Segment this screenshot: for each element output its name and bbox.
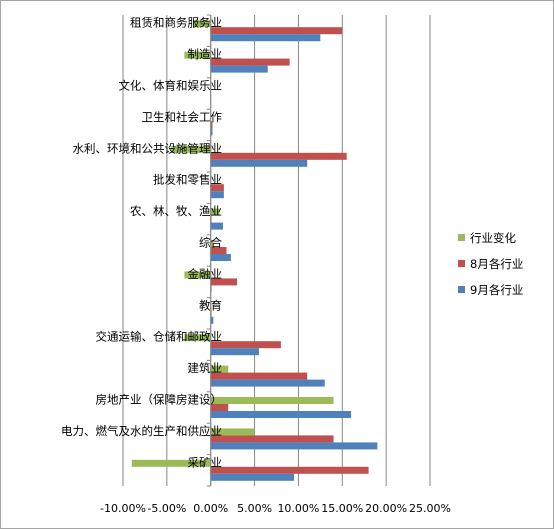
category-label: 教育 bbox=[199, 298, 222, 312]
legend-label: 9月各行业 bbox=[470, 283, 523, 297]
legend-item-8月各行业[interactable]: 8月各行业 bbox=[458, 257, 523, 271]
bar-行业变化-采矿业 bbox=[131, 459, 211, 467]
bar-9月各行业-水利、环境和公共设施管理业 bbox=[210, 159, 308, 167]
legend-item-行业变化[interactable]: 行业变化 bbox=[458, 231, 516, 245]
bar-行业变化-制造业 bbox=[184, 51, 211, 59]
category-label: 建筑业 bbox=[188, 361, 223, 375]
bar-行业变化-交通运输、仓储和邮政业 bbox=[184, 334, 211, 342]
category-label: 综合 bbox=[199, 236, 222, 250]
legend-label: 8月各行业 bbox=[470, 257, 523, 271]
category-label: 采矿业 bbox=[188, 455, 223, 469]
category-label: 批发和零售业 bbox=[153, 173, 222, 187]
bar-9月各行业-卫生和社会工作 bbox=[210, 128, 213, 136]
x-tick-label: -5.00% bbox=[147, 502, 186, 515]
bar-9月各行业-综合 bbox=[210, 254, 231, 261]
bar-8月各行业-电力、燃气及水的生产和供应业 bbox=[210, 435, 334, 443]
legend-item-9月各行业[interactable]: 9月各行业 bbox=[458, 283, 523, 297]
legend-label: 行业变化 bbox=[470, 231, 516, 245]
bar-8月各行业-金融业 bbox=[210, 278, 238, 286]
x-tick-label: 5.00% bbox=[237, 502, 272, 515]
bar-8月各行业-水利、环境和公共设施管理业 bbox=[210, 152, 347, 160]
bar-9月各行业-农、林、牧、渔业 bbox=[210, 222, 223, 230]
bar-行业变化-农、林、牧、渔业 bbox=[210, 208, 220, 216]
category-label: 制造业 bbox=[188, 47, 223, 61]
category-label: 交通运输、仓储和邮政业 bbox=[96, 330, 223, 344]
bar-9月各行业-批发和零售业 bbox=[210, 191, 224, 199]
bar-行业变化-电力、燃气及水的生产和供应业 bbox=[210, 428, 255, 436]
x-tick-label: 10.00% bbox=[277, 502, 319, 515]
bar-8月各行业-交通运输、仓储和邮政业 bbox=[210, 341, 281, 349]
bar-8月各行业-制造业 bbox=[210, 58, 290, 66]
category-label: 水利、环境和公共设施管理业 bbox=[73, 141, 223, 155]
bar-9月各行业-建筑业 bbox=[210, 379, 325, 387]
bar-9月各行业-租赁和商务服务业 bbox=[210, 34, 321, 42]
category-labels: 租赁和商务服务业制造业文化、体育和娱乐业卫生和社会工作水利、环境和公共设施管理业… bbox=[61, 16, 222, 470]
legend-swatch bbox=[458, 260, 465, 267]
legend-swatch bbox=[458, 286, 465, 293]
x-tick-labels: -10.00% -5.00% 0.00% 5.00% 10.00% 15.00% 20.00… bbox=[100, 502, 451, 515]
x-tick-label: 0.00% bbox=[193, 502, 228, 515]
bar-8月各行业-采矿业 bbox=[210, 466, 369, 474]
legend[interactable]: 行业变化 8月各行业 9月各行业 bbox=[458, 231, 523, 297]
bar-9月各行业-制造业 bbox=[210, 65, 268, 73]
bar-行业变化-房地产业（保障房建设） bbox=[210, 397, 334, 404]
legend-swatch bbox=[458, 234, 465, 241]
bar-行业变化-综合 bbox=[210, 240, 214, 247]
x-tick-label: 15.00% bbox=[321, 502, 363, 515]
category-label: 金融业 bbox=[188, 267, 223, 281]
category-label: 卫生和社会工作 bbox=[142, 110, 223, 124]
bar-8月各行业-批发和零售业 bbox=[210, 184, 224, 192]
bar-行业变化-建筑业 bbox=[210, 365, 229, 373]
category-label: 文化、体育和娱乐业 bbox=[119, 79, 223, 93]
category-label: 电力、燃气及水的生产和供应业 bbox=[61, 424, 222, 438]
category-label: 农、林、牧、渔业 bbox=[130, 204, 222, 218]
bars bbox=[131, 20, 378, 481]
x-tick-label: -10.00% bbox=[100, 502, 146, 515]
bar-8月各行业-建筑业 bbox=[210, 372, 308, 380]
bar-8月各行业-卫生和社会工作 bbox=[210, 121, 213, 129]
bar-行业变化-金融业 bbox=[184, 271, 211, 279]
bar-9月各行业-采矿业 bbox=[210, 473, 295, 481]
category-label: 租赁和商务服务业 bbox=[130, 16, 222, 30]
bar-8月各行业-租赁和商务服务业 bbox=[210, 27, 343, 35]
bar-行业变化-租赁和商务服务业 bbox=[193, 20, 211, 28]
x-tick-label: 25.00% bbox=[409, 502, 451, 515]
category-axis bbox=[206, 14, 212, 487]
bar-8月各行业-房地产业（保障房建设） bbox=[210, 404, 229, 411]
bar-行业变化-水利、环境和公共设施管理业 bbox=[171, 145, 211, 153]
bar-9月各行业-交通运输、仓储和邮政业 bbox=[210, 348, 259, 356]
bar-9月各行业-房地产业（保障房建设） bbox=[210, 411, 352, 418]
category-label: 房地产业（保障房建设） bbox=[96, 393, 223, 407]
bar-8月各行业-综合 bbox=[210, 247, 227, 254]
bar-9月各行业-电力、燃气及水的生产和供应业 bbox=[210, 442, 378, 450]
bar-9月各行业-教育 bbox=[210, 316, 214, 324]
x-tick-label: 20.00% bbox=[365, 502, 407, 515]
